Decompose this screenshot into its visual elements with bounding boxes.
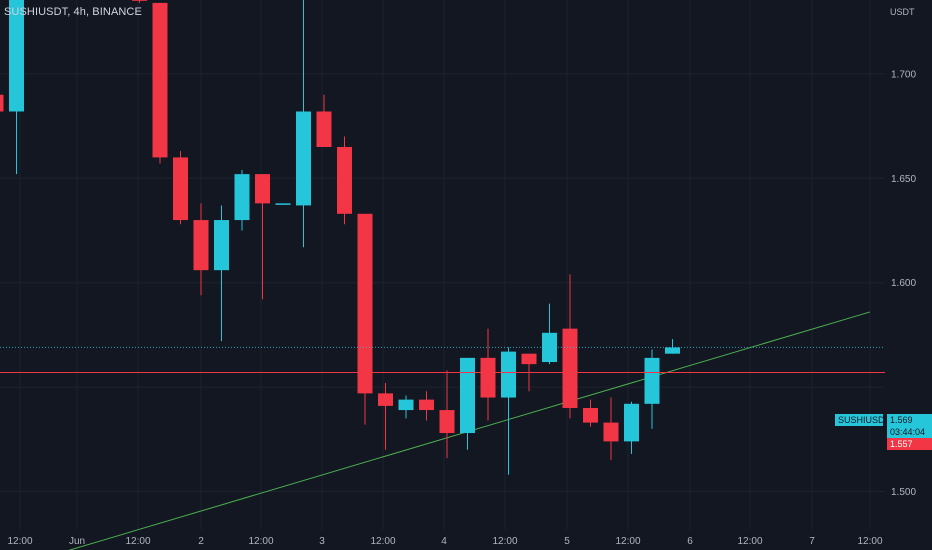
candle-body [255,174,270,204]
candle [0,94,4,112]
candle [439,370,455,459]
time-tick-label: Jun [69,536,85,547]
candle-body [419,399,434,411]
red-line-price-tag: 1.557 [887,438,932,450]
candle-body [644,357,660,404]
candle-body [234,174,250,221]
price-unit-label: USDT [890,7,915,17]
time-tick-label: 12:00 [7,536,32,547]
last-price-value: 1.569 [890,415,913,425]
candle [275,203,291,205]
candle [193,203,209,296]
candle [460,357,475,450]
candle [603,397,619,461]
candle-body [357,213,373,394]
time-axis[interactable]: 12:00 Jun 12:00 2 12:00 3 12:00 4 12:00 5 12:00 6 12… [7,536,882,547]
candle [665,339,680,354]
candle-body [398,399,414,411]
time-tick-label: 4 [441,536,447,547]
candle [9,0,24,175]
candle [624,401,639,454]
candle-body [337,146,352,214]
candle [132,0,147,3]
candle [173,151,188,225]
candle-body [214,220,229,271]
candle [378,382,393,450]
time-tick-label: 3 [319,536,325,547]
candle-body [296,111,311,206]
price-axis[interactable]: 1.5001.6001.6501.7001.7501.8001.8501.900… [891,0,916,498]
time-tick-label: 5 [564,536,570,547]
price-tick-label: 1.700 [891,69,916,80]
trendlines[interactable] [0,0,871,550]
time-tick-label: 12:00 [615,536,640,547]
candle-body [275,203,291,205]
candle-body [173,157,188,221]
candle-body [193,220,209,271]
candle-body [583,407,598,423]
candle-body [501,351,516,398]
candle [583,399,598,427]
price-lines [0,346,885,373]
candle [480,328,496,421]
candle [357,213,373,425]
price-tick-label: 1.650 [891,174,916,185]
price-tick-label: 1.500 [891,487,916,498]
price-tick-label: 1.600 [891,278,916,289]
time-tick-label: 12:00 [492,536,517,547]
candle [644,349,660,429]
time-tick-label: 6 [687,536,693,547]
candle-body [603,422,619,442]
lower-trendline [68,311,871,550]
time-tick-label: 2 [198,536,204,547]
candle-body [316,111,332,147]
candle [337,136,352,225]
candle [214,205,229,342]
chart-title: SUSHIUSDT, 4h, BINANCE [4,6,142,18]
candle-body [624,403,639,442]
candle-body [480,357,496,398]
candle [562,274,578,419]
symbol-price-tag: SUSHIUSDT [835,414,890,426]
time-tick-label: 12:00 [857,536,882,547]
candle [419,391,434,421]
candle-body [0,94,4,112]
candle [234,169,250,231]
candle-body [521,353,537,365]
candle-body [378,393,393,406]
time-tick-label: 7 [809,536,815,547]
last-price-tag: 1.569 03:44:04 [887,414,932,438]
candle [542,303,557,365]
grid [0,0,885,530]
candle-body [439,410,455,434]
candles [0,0,680,475]
candle [152,2,168,164]
candle-body [152,2,168,158]
time-tick-label: 12:00 [737,536,762,547]
candle [316,94,332,147]
bar-countdown: 03:44:04 [890,427,926,437]
candle-body [9,0,24,112]
candle [398,395,414,419]
candle-body [132,0,147,1]
candle [255,174,270,300]
candle-body [665,347,680,354]
time-tick-label: 12:00 [370,536,395,547]
candle-body [562,328,578,408]
candle-body [460,357,475,434]
candle [501,347,516,475]
time-tick-label: 12:00 [125,536,150,547]
time-tick-label: 12:00 [248,536,273,547]
candle [296,0,311,248]
